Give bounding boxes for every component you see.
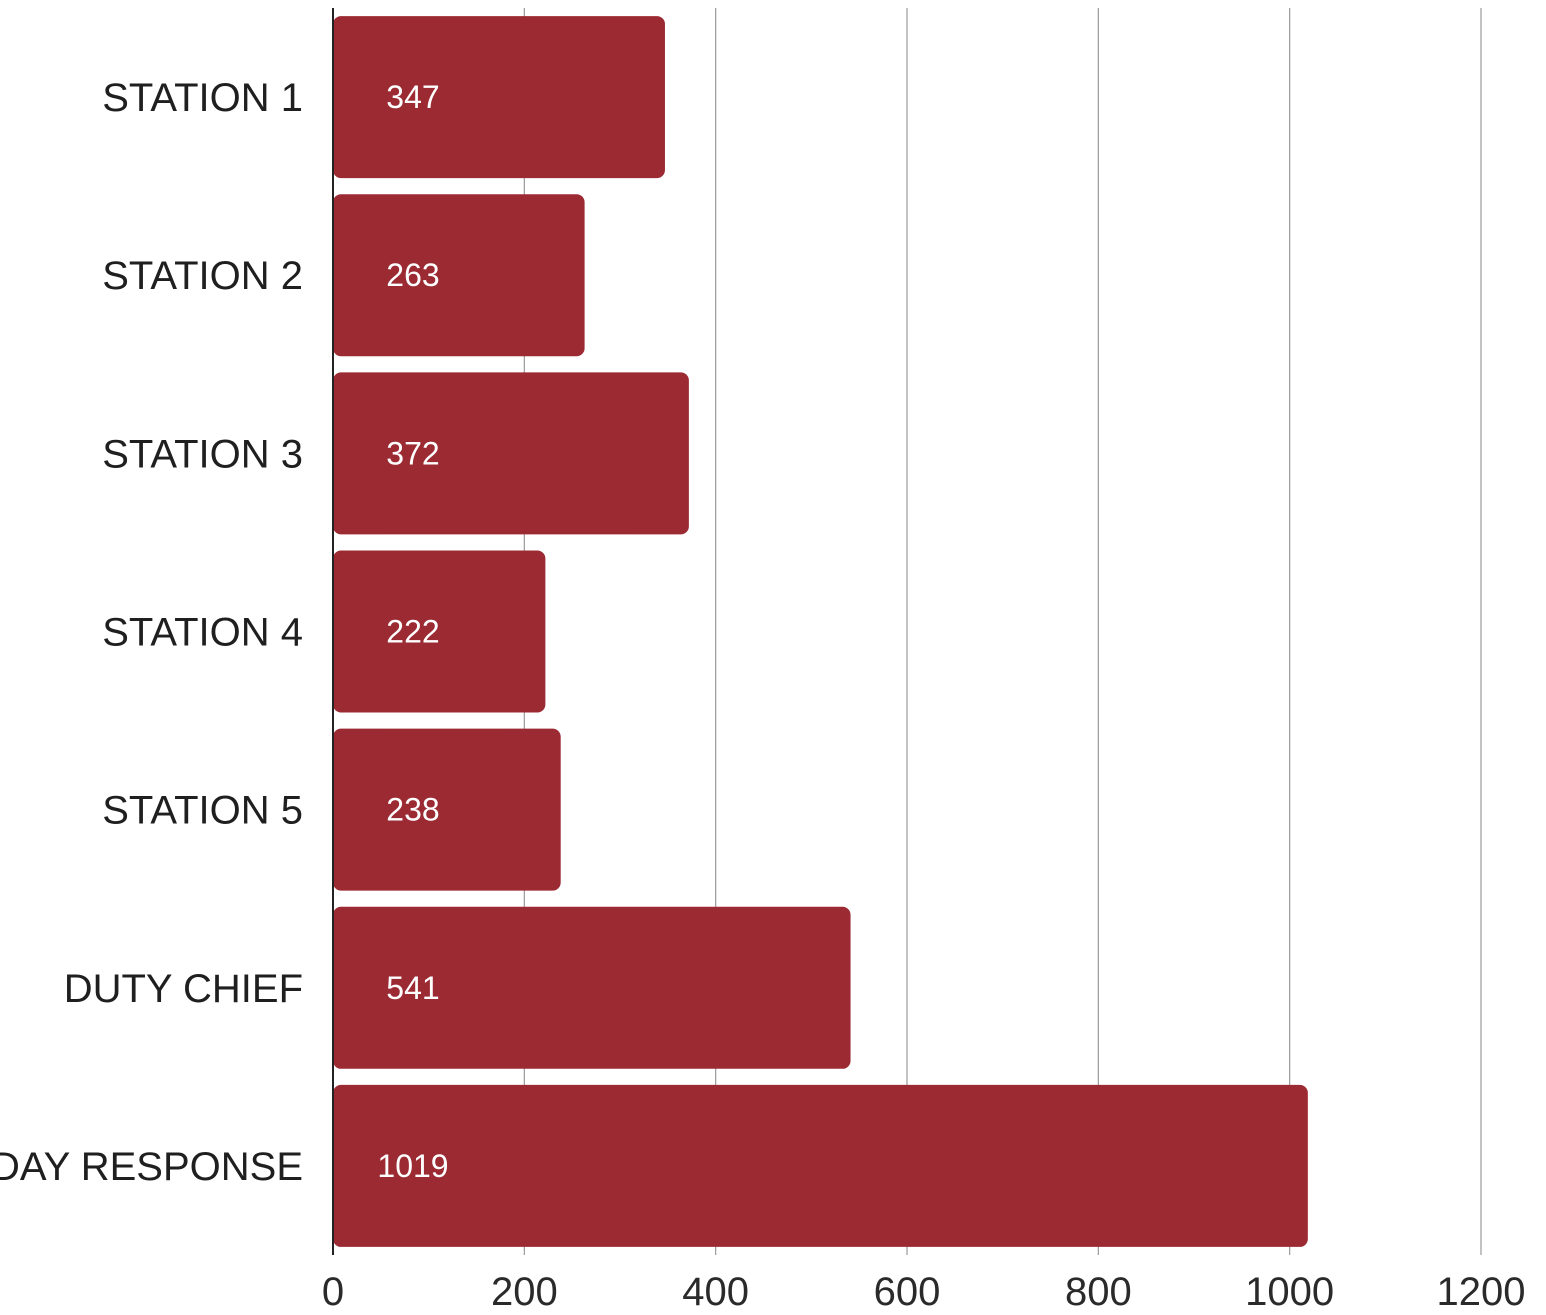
bar	[333, 1084, 1308, 1247]
category-label: STATION 5	[102, 789, 303, 833]
data-label: 222	[386, 614, 439, 650]
x-tick-label: 400	[682, 1270, 749, 1314]
category-label: DAY RESPONSE	[0, 1145, 303, 1189]
category-label: DUTY CHIEF	[64, 967, 303, 1011]
data-label: 541	[386, 970, 439, 1006]
x-tick-label: 800	[1065, 1270, 1132, 1314]
bar	[333, 16, 665, 179]
bar	[333, 372, 689, 535]
category-label: STATION 2	[102, 254, 303, 298]
data-label: 238	[386, 792, 439, 828]
category-label: STATION 1	[102, 76, 303, 120]
bar	[333, 550, 546, 713]
category-label: STATION 3	[102, 432, 303, 476]
x-tick-label: 600	[874, 1270, 941, 1314]
x-tick-label: 0	[322, 1270, 344, 1314]
data-label: 347	[386, 79, 439, 115]
bar	[333, 728, 561, 891]
data-label: 372	[386, 435, 439, 471]
x-tick-label: 1200	[1437, 1270, 1526, 1314]
x-tick-label: 1000	[1245, 1270, 1334, 1314]
category-label: STATION 4	[102, 611, 303, 655]
bar	[333, 906, 851, 1069]
x-tick-label: 200	[491, 1270, 558, 1314]
data-label: 1019	[377, 1148, 448, 1184]
bar	[333, 194, 585, 357]
data-label: 263	[386, 257, 439, 293]
